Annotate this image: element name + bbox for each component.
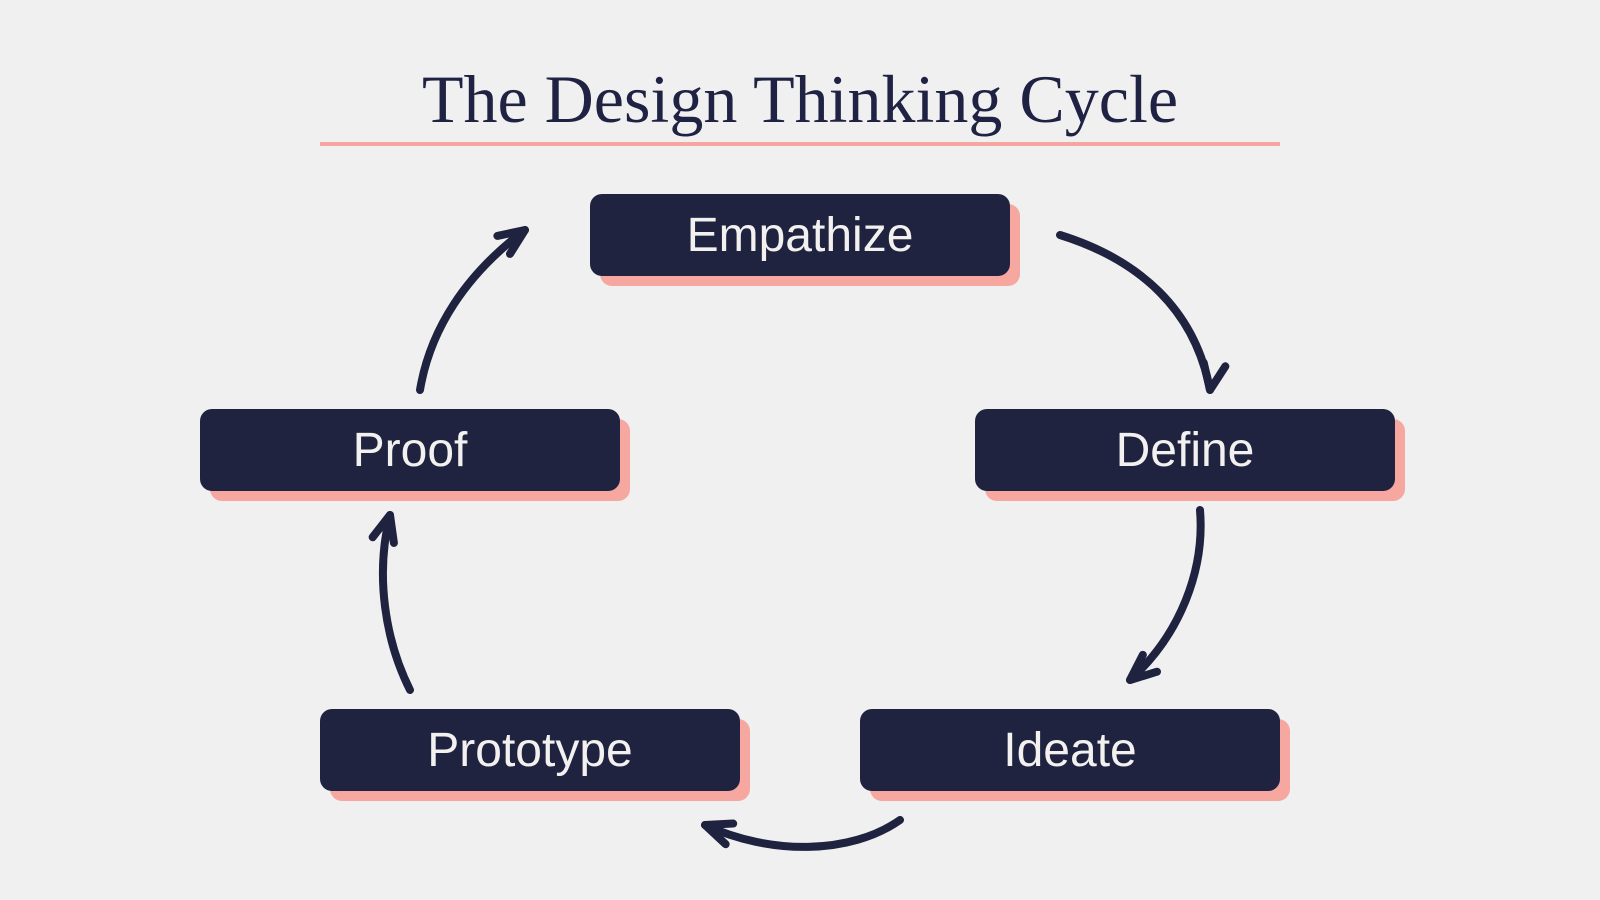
diagram-canvas: The Design Thinking Cycle Empathize Defin…: [0, 0, 1600, 900]
title-underline: [320, 142, 1280, 146]
arrowhead-prototype-to-proof: [373, 515, 394, 543]
node-label-define: Define: [1116, 423, 1255, 478]
node-label-ideate: Ideate: [1003, 723, 1136, 778]
arrowhead-empathize-to-define: [1204, 362, 1226, 390]
arrow-empathize-to-define: [1060, 235, 1210, 390]
node-label-prototype: Prototype: [427, 723, 632, 778]
arrow-prototype-to-proof: [383, 515, 410, 690]
node-proof: Proof: [200, 409, 620, 491]
node-define: Define: [975, 409, 1395, 491]
arrowhead-proof-to-empathize: [497, 230, 525, 254]
arrow-define-to-ideate: [1130, 510, 1201, 680]
node-empathize: Empathize: [590, 194, 1010, 276]
diagram-title: The Design Thinking Cycle: [422, 60, 1178, 139]
node-label-proof: Proof: [353, 423, 468, 478]
arrow-proof-to-empathize: [420, 230, 525, 390]
title-block: The Design Thinking Cycle: [422, 60, 1178, 139]
arrowhead-define-to-ideate: [1130, 655, 1157, 680]
arrow-ideate-to-prototype: [705, 820, 900, 847]
node-label-empathize: Empathize: [687, 208, 914, 263]
node-prototype: Prototype: [320, 709, 740, 791]
arrowhead-ideate-to-prototype: [705, 824, 733, 845]
node-ideate: Ideate: [860, 709, 1280, 791]
